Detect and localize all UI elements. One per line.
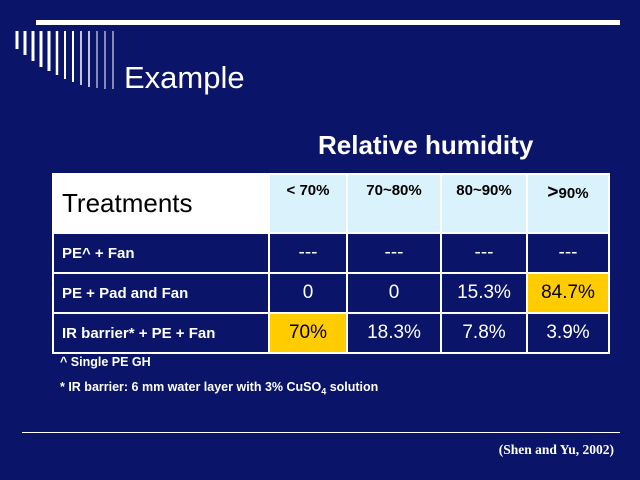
table-cell: 15.3% [440, 272, 528, 314]
footnote-ir-text: * IR barrier: 6 mm water layer with 3% C… [60, 380, 322, 394]
table-row: PE^ + Fan --- --- --- --- [52, 232, 610, 274]
slide-title: Example [124, 60, 245, 95]
row-label: PE^ + Fan [52, 232, 270, 274]
table-cell: --- [440, 232, 528, 274]
footnote-single-pe: ^ Single PE GH [60, 355, 151, 369]
header-treatments: Treatments [52, 173, 270, 234]
table-header-row: Treatments < 70% 70~80% 80~90% >90% [52, 173, 610, 234]
table-cell: 0 [346, 272, 442, 314]
decorative-stripes [15, 31, 114, 89]
table-row: PE + Pad and Fan 0 0 15.3% 84.7% [52, 272, 610, 314]
footnote-subscript: 4 [321, 386, 327, 397]
table-row: IR barrier* + PE + Fan 70% 18.3% 7.8% 3.… [52, 312, 610, 354]
header-col-above-90: >90% [526, 173, 610, 234]
header-gt-symbol: > [547, 182, 559, 203]
row-label: PE + Pad and Fan [52, 272, 270, 314]
table-cell: --- [268, 232, 348, 274]
header-col4-value: 90% [558, 185, 589, 202]
header-col-80-90: 80~90% [440, 173, 528, 234]
table-caption: Relative humidity [318, 130, 534, 160]
footnote-ir-barrier: * IR barrier: 6 mm water layer with 3% C… [60, 380, 378, 397]
table-cell: --- [346, 232, 442, 274]
footnote-ir-suffix: solution [326, 380, 379, 394]
table-cell: --- [526, 232, 610, 274]
table-cell: 0 [268, 272, 348, 314]
table-cell: 18.3% [346, 312, 442, 354]
table-cell: 7.8% [440, 312, 528, 354]
top-divider [36, 20, 620, 25]
citation: (Shen and Yu, 2002) [498, 442, 614, 457]
humidity-table: Treatments < 70% 70~80% 80~90% >90% PE^ … [52, 173, 610, 354]
table-cell: 3.9% [526, 312, 610, 354]
highlighted-cell: 84.7% [526, 272, 610, 314]
header-col-below-70: < 70% [268, 173, 348, 234]
row-label: IR barrier* + PE + Fan [52, 312, 270, 354]
header-col-70-80: 70~80% [346, 173, 442, 234]
bottom-divider [22, 432, 620, 433]
highlighted-cell: 70% [268, 312, 348, 354]
